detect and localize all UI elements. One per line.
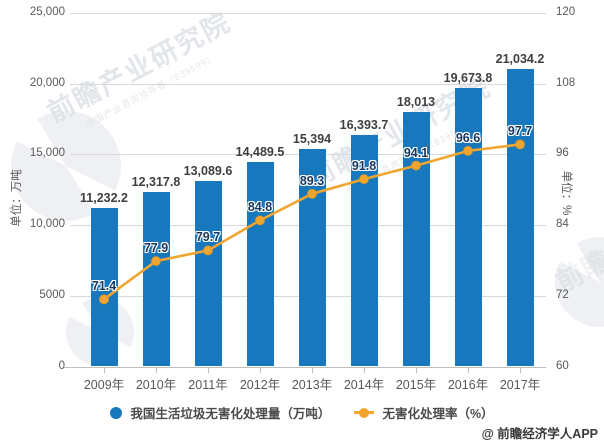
x-axis-tick (468, 367, 469, 373)
x-axis-tick (208, 367, 209, 373)
line-marker-icon (411, 160, 421, 171)
line-data-label: 71.4 (91, 279, 117, 294)
bar-2010年 (142, 192, 170, 367)
x-axis-tick (156, 367, 157, 373)
bar-2016年 (454, 88, 482, 367)
y-axis-tick-label: 25,000 (29, 6, 65, 18)
y-axis-tick-label: 15,000 (29, 147, 65, 160)
line-data-label: 91.8 (351, 159, 377, 174)
bar-2013年 (298, 148, 326, 367)
x-axis-label: 2014年 (343, 377, 385, 392)
y2-axis-tick-label: 120 (556, 6, 576, 18)
x-axis-label: 2009年 (83, 377, 125, 392)
line-marker-icon (151, 256, 161, 266)
line-series-marker-icon (354, 407, 375, 418)
y2-axis-tick-label: 84 (556, 218, 569, 231)
line-series-label: 无害化处理率（%） (382, 407, 494, 421)
legend-item-bar-series: 我国生活垃圾无害化处理量（万吨） (110, 403, 330, 422)
line-marker-icon (463, 145, 473, 156)
line-marker-icon (359, 174, 369, 185)
x-axis-label: 2010年 (135, 377, 177, 392)
line-data-label: 77.9 (143, 241, 169, 256)
gridline (70, 13, 546, 14)
x-axis-label: 2015年 (395, 377, 437, 392)
legend: 我国生活垃圾无害化处理量（万吨） 无害化处理率（%） (0, 403, 604, 422)
bar-2014年 (350, 134, 378, 367)
x-axis-label: 2017年 (499, 377, 541, 392)
line-data-label: 84.8 (247, 200, 273, 215)
y-axis-tick-label: 5000 (39, 288, 65, 301)
y-axis-tick-label: 20,000 (29, 76, 65, 89)
bar-data-label: 16,393.7 (339, 117, 389, 132)
line-data-label: 94.1 (403, 145, 429, 160)
legend-item-line-series: 无害化处理率（%） (354, 403, 494, 422)
x-axis-label: 2011年 (188, 377, 228, 392)
line-marker-icon (255, 215, 265, 226)
bar-2009年 (90, 207, 118, 367)
y2-axis-tick-label: 72 (556, 288, 569, 301)
bar-series-marker-icon (110, 406, 123, 419)
x-axis-label: 2013年 (291, 377, 333, 392)
y2-axis-tick-label: 96 (556, 147, 569, 160)
x-axis-label: 2012年 (239, 377, 281, 392)
bar-data-label: 19,673.8 (443, 71, 493, 86)
bar-data-label: 12,317.8 (131, 175, 181, 190)
x-axis-tick (364, 367, 365, 373)
source-credit: @ 前瞻经济学人APP (481, 427, 598, 441)
bar-2015年 (402, 111, 430, 367)
line-data-label: 97.7 (507, 124, 533, 139)
bar-data-label: 13,089.6 (183, 164, 233, 179)
line-marker-icon (515, 139, 525, 150)
y-axis-tick-label: 10,000 (29, 218, 65, 231)
y-axis-tick-label: 0 (58, 359, 65, 372)
bar-data-label: 15,394 (292, 131, 332, 146)
line-data-label: 89.3 (299, 173, 325, 188)
x-axis-tick (104, 367, 105, 373)
bar-data-label: 11,232.2 (80, 190, 128, 205)
x-axis-label: 2016年 (447, 377, 489, 392)
y2-axis-tick-label: 108 (556, 76, 576, 89)
x-axis-tick (260, 367, 261, 373)
x-axis-tick (520, 367, 521, 373)
line-marker-icon (99, 294, 109, 305)
line-marker-icon (203, 245, 213, 256)
line-marker-icon (307, 188, 317, 199)
y2-axis-tick-label: 60 (556, 359, 569, 372)
line-data-label: 79.7 (195, 230, 221, 245)
bar-2012年 (246, 161, 274, 367)
bar-series-label: 我国生活垃圾无害化处理量（万吨） (130, 407, 331, 421)
x-axis-line (64, 366, 546, 368)
bar-data-label: 14,489.5 (235, 144, 285, 159)
bar-2017年 (506, 69, 534, 367)
x-axis-tick (416, 367, 417, 373)
bar-data-label: 21,034.2 (495, 52, 545, 67)
gridline (70, 83, 546, 85)
bar-2011年 (194, 181, 222, 367)
bar-data-label: 18,013 (396, 94, 436, 109)
line-data-label: 96.6 (455, 130, 481, 145)
x-axis-tick (312, 367, 313, 373)
